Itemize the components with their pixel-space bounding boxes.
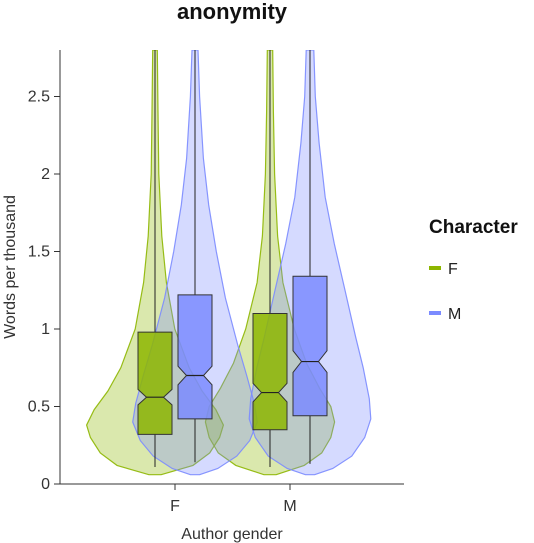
box-body [252,313,288,431]
legend: Character FM [429,217,518,323]
y-tick-label: 1.5 [28,244,50,261]
y-tick-label: 1 [41,321,50,338]
x-tick-label: F [170,498,180,515]
chart-title: anonymity [177,0,288,24]
y-tick-label: 0.5 [28,399,50,416]
x-axis-label: Author gender [181,526,283,543]
y-tick-label: 2.5 [28,89,50,106]
box-m-m [292,50,328,464]
box-f-m [252,50,288,467]
y-axis-label: Words per thousand [2,195,19,339]
plot-area [85,50,372,476]
y-tick-label: 2 [41,166,50,183]
y-ticks: 0 0.5 1 1.5 2 2.5 [28,89,60,493]
y-tick-label: 0 [41,476,50,493]
box-body [292,275,328,417]
box-f-f [137,50,173,467]
legend-entries: FM [429,261,461,323]
box-m-f [177,50,213,463]
legend-label-m: M [448,306,461,323]
boxes-layer [137,50,328,467]
legend-title: Character [429,217,518,238]
box-body [137,331,173,435]
legend-label-f: F [448,261,458,278]
violins-layer [85,50,372,476]
box-body [177,294,213,420]
x-tick-label: M [283,498,296,515]
